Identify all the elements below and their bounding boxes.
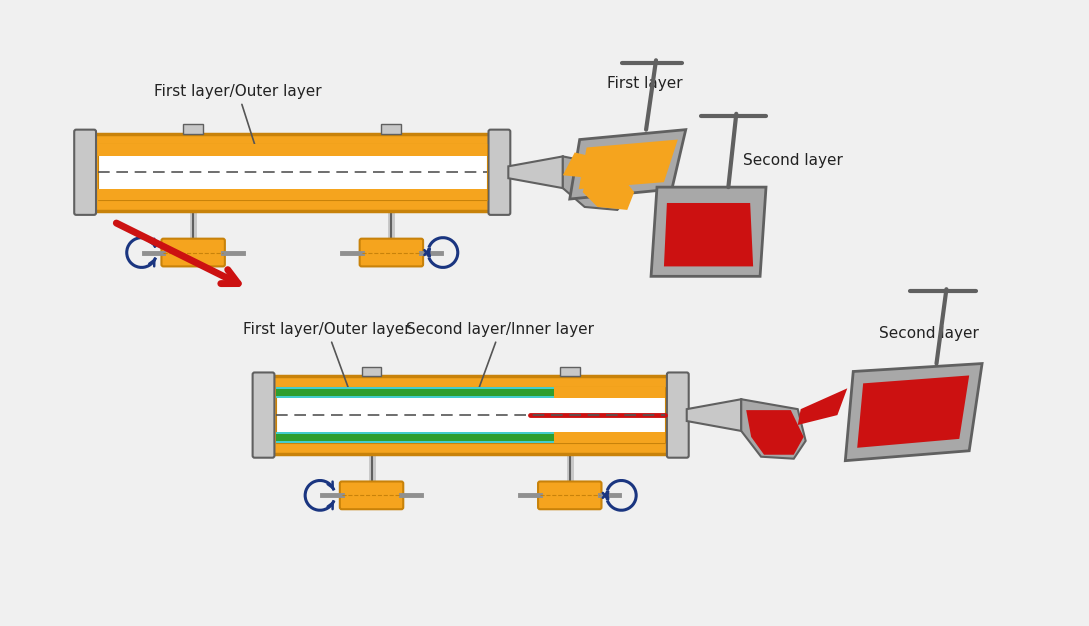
FancyBboxPatch shape xyxy=(489,130,511,215)
Polygon shape xyxy=(845,364,982,461)
FancyBboxPatch shape xyxy=(340,481,403,509)
Polygon shape xyxy=(746,410,804,454)
Polygon shape xyxy=(583,177,634,210)
FancyBboxPatch shape xyxy=(74,130,96,215)
Text: Second layer: Second layer xyxy=(743,153,843,168)
Bar xyxy=(94,133,490,211)
Text: First layer: First layer xyxy=(608,76,683,91)
Polygon shape xyxy=(687,399,742,431)
FancyBboxPatch shape xyxy=(538,481,601,509)
FancyBboxPatch shape xyxy=(359,239,424,267)
Text: First layer/Outer layer: First layer/Outer layer xyxy=(154,84,321,151)
Polygon shape xyxy=(651,187,766,276)
Bar xyxy=(277,387,554,398)
Polygon shape xyxy=(664,203,754,267)
Polygon shape xyxy=(563,153,637,182)
Polygon shape xyxy=(509,156,563,188)
Bar xyxy=(98,145,487,200)
FancyBboxPatch shape xyxy=(253,372,274,458)
Polygon shape xyxy=(742,399,806,459)
Text: First layer/Outer layer: First layer/Outer layer xyxy=(243,322,411,394)
Text: Second layer/Inner layer: Second layer/Inner layer xyxy=(406,322,595,394)
Text: Second layer: Second layer xyxy=(879,326,979,341)
FancyBboxPatch shape xyxy=(161,239,224,267)
Polygon shape xyxy=(578,140,677,189)
Bar xyxy=(277,387,665,398)
Bar xyxy=(277,387,554,389)
Polygon shape xyxy=(857,376,969,448)
Bar xyxy=(277,432,554,443)
Polygon shape xyxy=(798,388,847,425)
Bar xyxy=(381,124,401,133)
Polygon shape xyxy=(563,156,631,210)
Bar xyxy=(98,189,487,200)
Bar xyxy=(362,366,381,376)
Bar xyxy=(277,387,665,443)
FancyBboxPatch shape xyxy=(666,372,688,458)
Bar xyxy=(277,441,554,443)
Bar xyxy=(183,124,203,133)
Bar xyxy=(277,432,554,434)
Bar xyxy=(272,376,669,454)
Bar xyxy=(277,396,554,398)
Polygon shape xyxy=(570,130,686,199)
Bar xyxy=(277,432,665,443)
Bar xyxy=(98,145,487,156)
Bar xyxy=(560,366,579,376)
